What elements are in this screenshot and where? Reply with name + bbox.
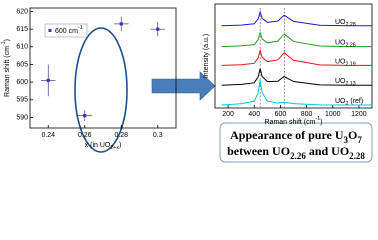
spectrum	[221, 68, 372, 86]
caption-line-part: 2.28	[349, 151, 365, 161]
series-label-part: (ref)	[348, 98, 363, 105]
caption-line-part: 7	[357, 135, 362, 145]
caption-line-part: between UO	[227, 144, 290, 158]
x-tick-label: 0.3	[153, 132, 163, 139]
point	[156, 27, 160, 31]
y-axis-label: Raman shift (cm-1)	[1, 39, 10, 97]
series-label: UO2.19	[335, 58, 356, 68]
series-label-part: 2.13	[346, 82, 356, 88]
caption-line: between UO2.26 and UO2.28	[227, 144, 365, 161]
x-tick-label: 1000	[325, 111, 341, 118]
x-axis-label-part: -1	[315, 116, 320, 122]
highlight-ellipse	[74, 27, 128, 153]
series-label-part: 2	[346, 101, 349, 107]
legend-label: 600 cm-1	[55, 25, 83, 34]
x-tick-label: 400	[248, 111, 260, 118]
legend-marker	[48, 29, 52, 32]
legend-label-part: -1	[78, 25, 83, 31]
point	[83, 114, 87, 118]
caption-line-part: and UO	[306, 144, 349, 158]
caption-line-part: Appearance of pure U	[230, 128, 344, 142]
plot-frame	[29, 7, 177, 129]
spectrum	[221, 48, 372, 66]
caption-line-part: 3	[344, 135, 349, 145]
series-label: UO2 (ref)	[335, 98, 363, 108]
series-label-part: 2.28	[346, 22, 356, 28]
spectrum	[221, 79, 372, 106]
x-axis-label-part: Raman shift (cm	[265, 119, 316, 126]
series-label: UO2.28	[335, 19, 356, 29]
x-tick-label: 0.26	[78, 132, 92, 139]
x-axis-label-part: x (in UO	[85, 142, 111, 149]
spectrum	[221, 10, 372, 27]
figure: 590 595 600 605 610 615 620 0.24 0.26 0.28 0.3 x (i…	[1, 3, 373, 163]
caption-box	[219, 122, 373, 163]
caption-line: Appearance of pure U3O7	[230, 128, 362, 145]
plot-frame	[214, 3, 373, 109]
y-axis-label-part: )	[4, 39, 11, 41]
y-tick-label: 610	[16, 44, 28, 51]
series-label-part: 2.19	[346, 62, 356, 68]
y-tick-label: 590	[16, 114, 28, 121]
series-label-part: UO	[335, 98, 346, 105]
y-tick-label: 600	[16, 79, 28, 86]
y-tick-label: 620	[16, 8, 28, 15]
series-label-part: UO	[335, 78, 346, 85]
x-axis-label-part: )	[320, 119, 322, 126]
point	[46, 78, 50, 82]
y-tick-label: 595	[16, 97, 28, 104]
x-axis-label: x (in UO2+x)	[85, 142, 122, 152]
x-axis-label-part: )	[119, 142, 121, 149]
spectrum	[221, 30, 372, 48]
legend-box	[44, 23, 88, 38]
x-tick-label: 1200	[351, 111, 367, 118]
y-tick-label: 605	[16, 61, 28, 68]
y-axis-label-part: -1	[1, 41, 7, 46]
x-tick-label: 600	[275, 111, 287, 118]
caption-line-part: 2.26	[290, 151, 306, 161]
y-tick-label: 615	[16, 26, 28, 33]
legend-label-part: 600 cm	[55, 28, 78, 35]
series-label: UO2.13	[335, 78, 356, 88]
x-tick-label: 0.24	[41, 132, 55, 139]
caption-line-part: O	[348, 128, 357, 142]
series-label-part: 2.26	[346, 43, 356, 49]
y-axis-label: Intensity (a.u.)	[203, 34, 210, 78]
x-axis-label-part: 2+x	[110, 145, 119, 151]
series-label-part: UO	[335, 19, 346, 26]
x-tick-label: 800	[301, 111, 313, 118]
series-label-part: UO	[335, 39, 346, 46]
x-axis-label: Raman shift (cm-1)	[265, 116, 323, 125]
point	[119, 22, 123, 26]
series-label: UO2.26	[335, 39, 356, 49]
arrow	[151, 71, 216, 101]
y-axis-label-part: Raman shift (cm	[4, 46, 11, 97]
series-label-part: UO	[335, 58, 346, 65]
x-tick-label: 0.28	[114, 132, 128, 139]
x-tick-label: 200	[222, 111, 234, 118]
